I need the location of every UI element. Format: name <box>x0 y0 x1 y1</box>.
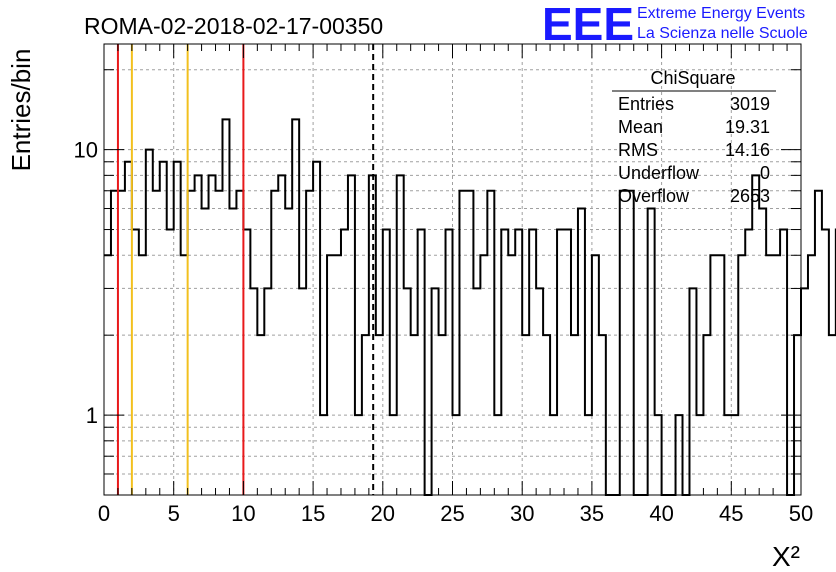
stats-value-rms: 14.16 <box>725 140 770 160</box>
histogram-outline <box>104 118 836 496</box>
x-tick-label: 0 <box>98 501 110 526</box>
stats-value-mean: 19.31 <box>725 117 770 137</box>
x-tick-label: 20 <box>371 501 395 526</box>
x-tick-label: 50 <box>789 501 813 526</box>
stats-label-underflow: Underflow <box>618 163 700 183</box>
reference-lines <box>116 44 375 495</box>
eee-logo: EEE <box>542 0 634 50</box>
stats-value-overflow: 2653 <box>730 186 770 206</box>
y-tick-label: 1 <box>86 403 98 428</box>
stats-label-overflow: Overflow <box>618 186 690 206</box>
axis-ticks <box>103 44 802 496</box>
x-tick-label: 45 <box>719 501 743 526</box>
stats-title: ChiSquare <box>650 68 735 88</box>
stats-label-mean: Mean <box>618 117 663 137</box>
histogram-series <box>104 118 836 496</box>
x-tick-label: 5 <box>168 501 180 526</box>
x-axis-label: X² <box>772 541 800 572</box>
y-axis-label: Entries/bin <box>6 49 36 172</box>
x-tick-label: 15 <box>301 501 325 526</box>
stats-value-underflow: 0 <box>760 163 770 183</box>
brand-line-2: La Scienza nelle Scuole <box>637 25 808 42</box>
x-tick-label: 10 <box>231 501 255 526</box>
x-tick-label: 35 <box>580 501 604 526</box>
brand-line-1: Extreme Energy Events <box>637 5 805 22</box>
stats-value-entries: 3019 <box>730 94 770 114</box>
x-tick-label: 40 <box>649 501 673 526</box>
tick-labels: 0 5 10 15 20 25 30 35 40 45 50 1 10 <box>74 138 814 526</box>
x-tick-label: 30 <box>510 501 534 526</box>
stats-label-rms: RMS <box>618 140 658 160</box>
stats-box: ChiSquare Entries 3019 Mean 19.31 RMS 14… <box>612 68 776 206</box>
x-tick-label: 25 <box>440 501 464 526</box>
run-title: ROMA-02-2018-02-17-00350 <box>84 13 383 39</box>
stats-label-entries: Entries <box>618 94 674 114</box>
y-tick-label: 10 <box>74 138 98 163</box>
